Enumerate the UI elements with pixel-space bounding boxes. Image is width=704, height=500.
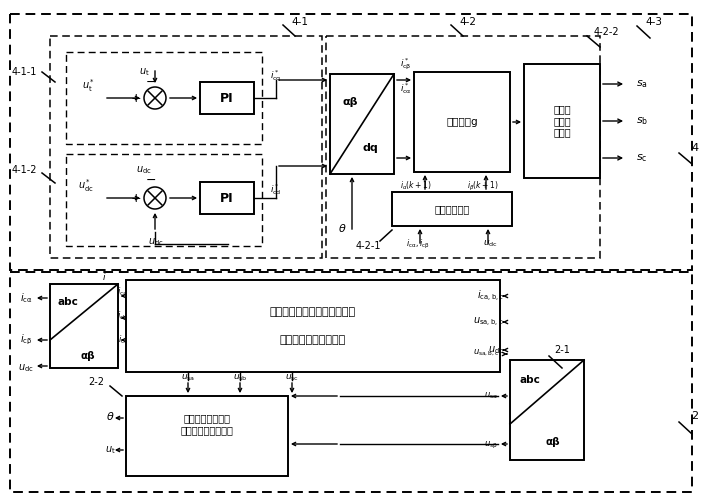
- Circle shape: [144, 187, 166, 209]
- Text: 2-2: 2-2: [88, 377, 104, 387]
- Text: 4-1-1: 4-1-1: [11, 67, 37, 77]
- Bar: [392, 192, 512, 226]
- Text: $i_{\rm cd}^*$: $i_{\rm cd}^*$: [270, 182, 282, 198]
- Text: 4-2-1: 4-2-1: [356, 241, 381, 251]
- Text: $u_{\rm t}^*$: $u_{\rm t}^*$: [82, 78, 95, 94]
- Bar: [414, 72, 510, 172]
- Text: $i_{\rm cc}$: $i_{\rm cc}$: [118, 334, 128, 346]
- Text: αβ: αβ: [81, 351, 95, 361]
- Text: $\theta$: $\theta$: [338, 222, 346, 234]
- Text: $s_{\rm b}$: $s_{\rm b}$: [636, 115, 648, 127]
- Text: $u_{\rm dc}$: $u_{\rm dc}$: [136, 164, 152, 176]
- Text: 价值函数g: 价值函数g: [446, 117, 478, 127]
- Text: 2: 2: [691, 411, 698, 421]
- Text: abc: abc: [58, 297, 78, 307]
- Text: $-$: $-$: [146, 172, 156, 186]
- Text: PI: PI: [220, 92, 234, 104]
- Text: $u_{\rm s\beta}$: $u_{\rm s\beta}$: [484, 440, 498, 450]
- Text: 电压空
间矢量
的选择: 电压空 间矢量 的选择: [553, 104, 571, 138]
- Text: $u_{\rm dc}$: $u_{\rm dc}$: [148, 236, 164, 248]
- Text: $i_{\rm c\alpha}$: $i_{\rm c\alpha}$: [20, 291, 32, 305]
- Text: $u_{\rm t}$: $u_{\rm t}$: [139, 66, 149, 78]
- Text: $+$: $+$: [130, 92, 142, 104]
- Text: 4-1: 4-1: [291, 17, 308, 27]
- Text: $-$: $-$: [146, 74, 156, 88]
- Text: $i_{\rm c\alpha}^*$: $i_{\rm c\alpha}^*$: [400, 82, 412, 96]
- Circle shape: [144, 87, 166, 109]
- Bar: [126, 396, 288, 476]
- Text: 4-3: 4-3: [646, 17, 662, 27]
- Text: $u_{\rm sb}$: $u_{\rm sb}$: [232, 373, 247, 383]
- Text: $s_{\rm c}$: $s_{\rm c}$: [636, 152, 648, 164]
- Text: αβ: αβ: [546, 437, 560, 447]
- Text: αβ: αβ: [342, 97, 358, 107]
- Text: 预测电流模型: 预测电流模型: [434, 204, 470, 214]
- Text: abc: abc: [520, 375, 541, 385]
- Text: $i_{\rm ca}$: $i_{\rm ca}$: [118, 286, 128, 298]
- Text: 4: 4: [691, 143, 698, 153]
- Bar: [66, 52, 262, 144]
- Text: $u_{\rm dc}$: $u_{\rm dc}$: [18, 362, 34, 374]
- Text: $u_{\rm sc}$: $u_{\rm sc}$: [285, 373, 299, 383]
- Text: $i_{\rm c\alpha},i_{\rm c\beta}$: $i_{\rm c\alpha},i_{\rm c\beta}$: [406, 238, 430, 250]
- Text: $u_{\rm t}$: $u_{\rm t}$: [105, 444, 115, 456]
- Text: PI: PI: [220, 192, 234, 204]
- Text: $u_{\rm sa,b,c}$: $u_{\rm sa,b,c}$: [474, 316, 504, 328]
- Bar: [326, 36, 600, 258]
- Text: $i$: $i$: [102, 270, 106, 281]
- Text: 和电流信号的实时采集: 和电流信号的实时采集: [280, 335, 346, 345]
- Text: $u_{\rm dc}$: $u_{\rm dc}$: [488, 344, 504, 356]
- Bar: [200, 182, 254, 214]
- Text: $u_{\rm dc}$: $u_{\rm dc}$: [482, 239, 498, 249]
- Text: $u_{\rm sa}$: $u_{\rm sa}$: [181, 373, 195, 383]
- Bar: [330, 74, 394, 174]
- Text: $i_{\rm cb}$: $i_{\rm cb}$: [117, 310, 128, 322]
- Text: $u_{\rm s\alpha}$: $u_{\rm s\alpha}$: [484, 391, 498, 401]
- Bar: [510, 360, 584, 460]
- Text: $\theta$: $\theta$: [106, 410, 114, 422]
- Bar: [126, 280, 500, 372]
- Text: $s_{\rm a}$: $s_{\rm a}$: [636, 78, 648, 90]
- Text: 4-2-2: 4-2-2: [593, 27, 619, 37]
- Bar: [524, 64, 600, 178]
- Text: $i_{\rm ca,b,c}$: $i_{\rm ca,b,c}$: [477, 288, 504, 304]
- Text: 4-1-2: 4-1-2: [11, 165, 37, 175]
- Text: $i_{\beta}(k+1)$: $i_{\beta}(k+1)$: [467, 180, 499, 192]
- Text: $i_{\rm c\beta}$: $i_{\rm c\beta}$: [20, 333, 32, 347]
- Bar: [66, 154, 262, 246]
- Text: 锁相环输出角度和
机端电压幅值的计算: 锁相环输出角度和 机端电压幅值的计算: [180, 413, 234, 435]
- Text: $u_{\rm dc}^*$: $u_{\rm dc}^*$: [78, 178, 94, 194]
- Bar: [50, 36, 322, 258]
- Text: 4-2: 4-2: [460, 17, 477, 27]
- Text: 自励异步发电机控制系统电压: 自励异步发电机控制系统电压: [270, 307, 356, 317]
- Text: $i_{\alpha}(k+1)$: $i_{\alpha}(k+1)$: [400, 180, 432, 192]
- Bar: [10, 272, 692, 492]
- Bar: [200, 82, 254, 114]
- Text: $i_{\rm c\beta}^*$: $i_{\rm c\beta}^*$: [400, 56, 412, 72]
- Text: $u_{\rm sa,b,c}$: $u_{\rm sa,b,c}$: [473, 348, 500, 358]
- Bar: [10, 14, 692, 270]
- Text: $+$: $+$: [130, 192, 142, 204]
- Text: 2-1: 2-1: [554, 345, 570, 355]
- Text: dq: dq: [362, 143, 378, 153]
- Text: $i_{\rm cq}^*$: $i_{\rm cq}^*$: [270, 68, 282, 84]
- Bar: [50, 284, 118, 368]
